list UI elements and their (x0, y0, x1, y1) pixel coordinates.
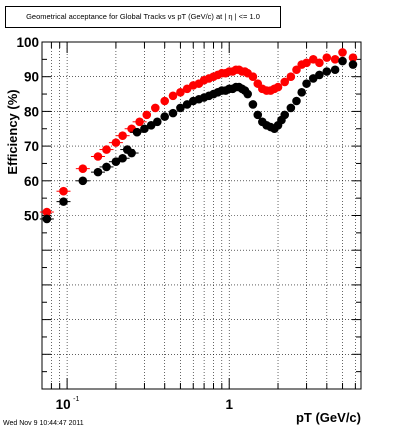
data-point (302, 79, 311, 88)
data-point (132, 127, 142, 137)
data-point (118, 131, 127, 140)
data-point (338, 48, 347, 57)
y-tick-label: 90 (24, 70, 39, 85)
y-tick-label: 70 (24, 139, 39, 154)
data-point (59, 186, 68, 196)
data-point (176, 88, 185, 97)
y-tick-label: 100 (16, 35, 39, 50)
data-point (286, 72, 296, 81)
data-point (102, 145, 111, 154)
data-point (330, 55, 340, 64)
y-axis-title: Efficiency (%) (5, 89, 20, 174)
data-point (297, 88, 307, 97)
data-point (118, 153, 127, 163)
x-tick-label: 1 (225, 397, 233, 412)
x-tick-label: 10 (56, 397, 71, 412)
data-point (176, 103, 185, 113)
y-tick-label: 50 (24, 209, 39, 224)
data-point (152, 117, 162, 127)
data-point (280, 110, 290, 120)
grid-lines (42, 42, 361, 389)
data-point (322, 67, 332, 76)
tick-labels: 50 60 70 80 90 100 10 -1 1 (16, 35, 233, 412)
axis-ticks (42, 41, 361, 390)
data-point (160, 112, 170, 121)
data-point (168, 91, 178, 101)
data-point (248, 100, 258, 109)
data-point (111, 138, 121, 147)
data-point (78, 164, 88, 173)
x-tick-label-exponent: -1 (73, 396, 79, 403)
x-axis-title: pT (GeV/c) (296, 410, 361, 425)
data-point (280, 77, 290, 87)
data-point (160, 96, 170, 106)
data-point (315, 70, 324, 80)
data-point (348, 53, 358, 62)
chart-title: Geometrical acceptance for Global Tracks… (26, 12, 260, 21)
data-point (292, 65, 301, 75)
data-point (59, 197, 68, 206)
data-point (78, 176, 88, 186)
data-points (39, 48, 358, 224)
data-point (348, 60, 358, 69)
data-point (322, 53, 332, 62)
data-point (102, 162, 111, 172)
data-point (338, 56, 347, 66)
data-point (93, 152, 103, 161)
y-tick-label: 60 (24, 174, 39, 189)
data-point (93, 167, 103, 177)
data-point (127, 148, 136, 158)
data-point (315, 58, 324, 68)
footer-timestamp: Wed Nov 9 10:44:47 2011 (3, 420, 84, 427)
y-tick-label: 80 (24, 104, 39, 119)
data-point (248, 72, 258, 81)
data-point (42, 207, 52, 217)
data-point (292, 96, 301, 106)
data-point (42, 214, 52, 224)
data-point (135, 117, 144, 127)
data-point (151, 103, 160, 113)
data-point (142, 110, 152, 120)
data-point (330, 65, 340, 75)
data-point (273, 82, 283, 92)
data-point (286, 103, 296, 113)
data-point (168, 108, 178, 118)
data-point (243, 89, 252, 99)
data-point (302, 58, 311, 68)
data-point (253, 110, 263, 120)
chart-title-box: Geometrical acceptance for Global Tracks… (5, 6, 281, 28)
data-point (140, 124, 149, 134)
data-point (111, 157, 121, 167)
